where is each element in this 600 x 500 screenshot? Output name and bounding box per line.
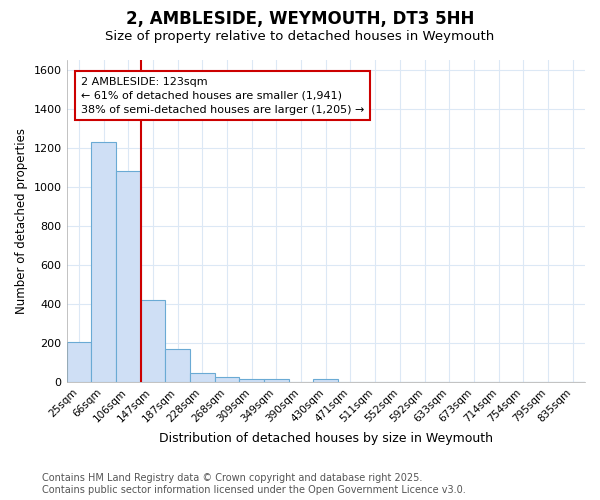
Bar [313,379,338,382]
Text: Contains HM Land Registry data © Crown copyright and database right 2025.
Contai: Contains HM Land Registry data © Crown c… [42,474,466,495]
X-axis label: Distribution of detached houses by size in Weymouth: Distribution of detached houses by size … [159,432,493,445]
Bar [165,349,190,382]
Text: 2 AMBLESIDE: 123sqm
← 61% of detached houses are smaller (1,941)
38% of semi-det: 2 AMBLESIDE: 123sqm ← 61% of detached ho… [81,76,364,114]
Bar [239,379,264,382]
Bar [215,377,239,382]
Text: Size of property relative to detached houses in Weymouth: Size of property relative to detached ho… [106,30,494,43]
Bar [190,372,215,382]
Bar [91,142,116,382]
Text: 2, AMBLESIDE, WEYMOUTH, DT3 5HH: 2, AMBLESIDE, WEYMOUTH, DT3 5HH [126,10,474,28]
Bar [140,300,165,382]
Bar [67,342,91,382]
Bar [116,171,140,382]
Y-axis label: Number of detached properties: Number of detached properties [15,128,28,314]
Bar [264,379,289,382]
